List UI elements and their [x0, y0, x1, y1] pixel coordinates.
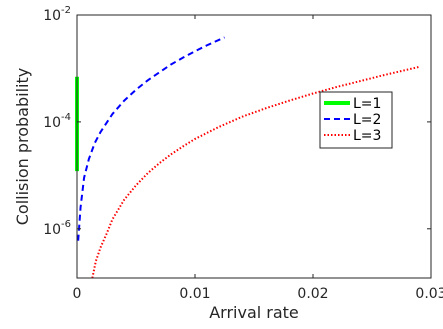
- y-tick-label: 10-4: [43, 112, 71, 131]
- legend-label: L=3: [353, 128, 381, 144]
- x-axis-label: Arrival rate: [209, 303, 299, 322]
- y-tick-label-exponent: -6: [61, 219, 71, 230]
- plot-area-frame: [76, 14, 432, 279]
- y-tick-label-base: 10: [43, 8, 61, 24]
- x-tick-label: 0.01: [179, 286, 210, 302]
- legend-label: L=1: [353, 96, 381, 112]
- series-line-l2: [77, 36, 225, 241]
- series-line-l3: [91, 65, 420, 279]
- y-tick-label: 10-6: [43, 219, 71, 238]
- x-tick-label: 0.02: [297, 286, 328, 302]
- x-tick-label: 0: [73, 286, 82, 302]
- y-tick-label: 10-2: [43, 5, 71, 24]
- y-tick-label-exponent: -4: [61, 112, 71, 123]
- y-tick-label-base: 10: [43, 222, 61, 238]
- y-tick-label-base: 10: [43, 115, 61, 131]
- legend-label: L=2: [353, 112, 381, 128]
- y-axis-label: Collision probability: [13, 68, 32, 225]
- y-tick-label-exponent: -2: [61, 5, 71, 16]
- x-tick-label: 0.03: [415, 286, 443, 302]
- legend: L=1L=2L=3: [319, 91, 393, 149]
